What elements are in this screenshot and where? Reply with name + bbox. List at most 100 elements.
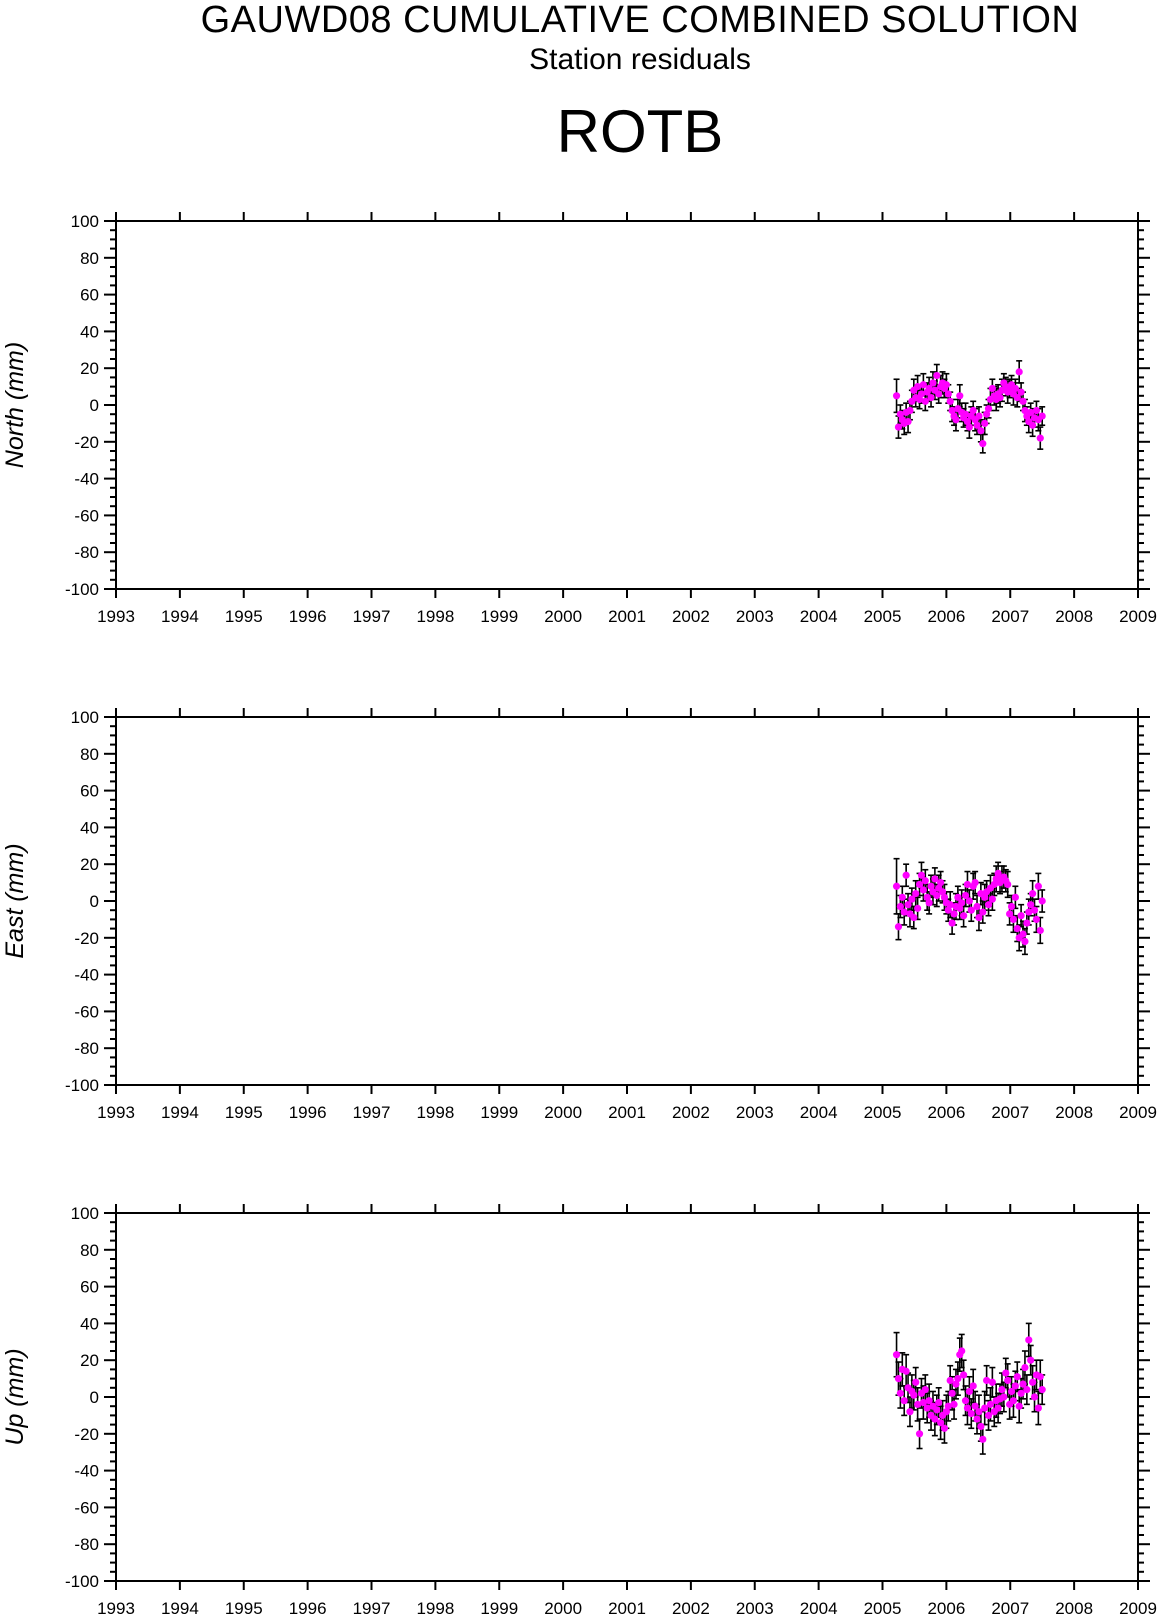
x-tick-label: 1996 [289,1103,327,1122]
data-point [900,1397,908,1405]
data-point [967,906,975,914]
data-point [908,895,916,903]
data-point [952,416,960,424]
x-tick-label: 1993 [97,1599,135,1618]
data-point [965,897,973,905]
data-point [965,423,973,431]
data-point [975,913,983,922]
data-point [904,901,912,909]
x-tick-label: 2003 [736,607,774,626]
data-point [969,406,977,415]
y-tick-label: -60 [74,506,99,525]
x-tick-label: 2008 [1055,1599,1093,1618]
x-tick-label: 1999 [480,1599,518,1618]
data-point [1019,397,1027,405]
x-tick-label: 1997 [353,607,391,626]
data-point [896,902,904,911]
data-point [975,412,983,420]
data-point [984,405,993,413]
panel-2: 1993 1994 1995 1996 1997 1998 1999 2000 2001 2002… [1,1204,1157,1618]
data-point [1009,1397,1018,1405]
data-point [958,899,966,907]
y-tick-label: -40 [74,470,99,489]
data-point [1029,1378,1037,1386]
data-point [994,1404,1002,1412]
data-point [898,893,906,901]
data-point [1034,882,1042,890]
data-point [923,1404,931,1412]
y-tick-label: 20 [80,359,99,378]
x-tick-label: 2009 [1119,607,1157,626]
data-point [942,381,950,389]
y-tick-label: -100 [65,1076,99,1095]
data-point [923,893,931,901]
data-point [1029,890,1037,898]
x-tick-label: 2005 [864,1599,902,1618]
x-tick-label: 1997 [353,1599,391,1618]
y-tick-label: 80 [80,745,99,764]
station-name: ROTB [556,98,724,165]
data-point [902,1367,910,1375]
data-point [988,1378,996,1386]
data-point [919,1398,927,1407]
x-tick-label: 1995 [225,607,263,626]
data-point [1027,901,1035,909]
data-point [956,392,964,400]
y-tick-label: -40 [74,966,99,985]
data-point [984,901,993,909]
data-point [1007,902,1016,911]
data-point [990,880,998,889]
y-tick-label: 20 [80,855,99,874]
data-point [900,908,908,916]
data-point [984,1411,993,1419]
x-tick-label: 2004 [800,607,838,626]
data-point [1011,893,1019,901]
x-tick-label: 2005 [864,1103,902,1122]
data-point [986,1400,995,1408]
data-point [894,1375,903,1383]
data-point [961,891,970,900]
data-point [1029,421,1037,429]
x-tick-label: 2009 [1119,1599,1157,1618]
data-point [921,877,929,885]
data-point [979,440,987,448]
data-point [919,886,927,894]
data-point [1004,880,1012,889]
data-point [948,1389,956,1397]
x-tick-label: 2008 [1055,607,1093,626]
data-point [979,1435,987,1443]
data-point [1034,1404,1042,1412]
data-point [946,397,954,405]
data-point [1015,1402,1023,1410]
data-point [1030,906,1039,914]
x-tick-label: 2009 [1119,1103,1157,1122]
data-point [973,421,981,429]
data-point [1013,394,1021,402]
data-point [965,1387,973,1396]
data-point [983,410,991,418]
y-axis-title: Up (mm) [1,1348,29,1445]
data-point [1021,937,1029,946]
data-point [1038,412,1046,420]
data-point [925,1397,933,1405]
data-point [1036,926,1044,935]
data-point [929,379,937,387]
data-point [1017,912,1025,920]
y-tick-label: 0 [90,396,99,415]
data-point [975,1408,983,1416]
data-point [912,890,920,898]
data-point [1019,1380,1027,1388]
data-point [910,913,918,922]
data-point [969,1382,977,1390]
data-point [917,390,926,398]
x-tick-label: 2007 [991,1103,1029,1122]
data-point [948,919,956,927]
x-tick-label: 1997 [353,1103,391,1122]
y-tick-label: 40 [80,1314,99,1333]
x-tick-label: 2001 [608,607,646,626]
data-point [902,871,910,879]
y-tick-label: -80 [74,1535,99,1554]
data-point [944,1402,952,1410]
data-point [958,1347,966,1355]
data-point [973,902,981,911]
